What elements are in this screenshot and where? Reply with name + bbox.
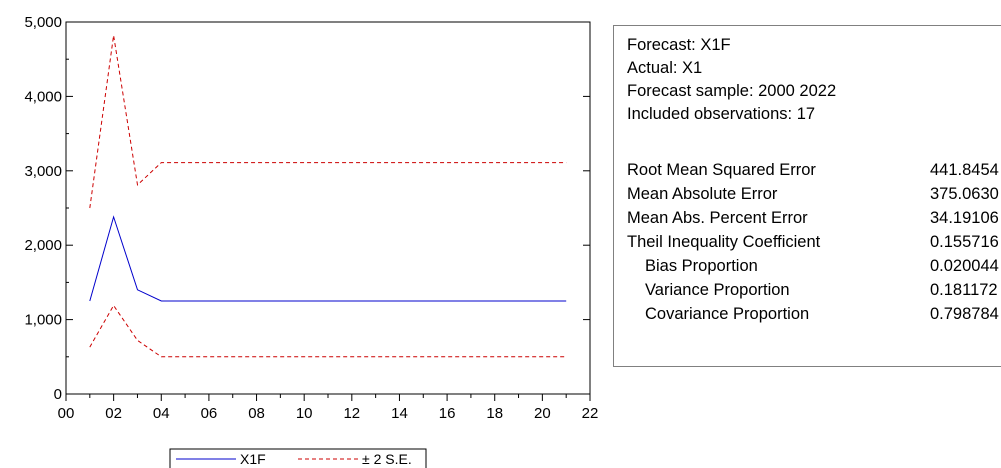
forecast-statistics-panel: Forecast: X1F Actual: X1 Forecast sample…	[613, 25, 1001, 367]
stat-value: 441.8454	[930, 161, 999, 179]
y-tick-label: 3,000	[24, 163, 62, 180]
stat-row-rmse: Root Mean Squared Error 441.8454	[627, 161, 1001, 185]
series-line-lower-band	[89, 304, 567, 358]
x-tick-label: 18	[486, 405, 503, 422]
stat-value: 34.19106	[930, 209, 999, 227]
x-tick-label: 22	[582, 405, 599, 422]
series-line-upper-band	[89, 35, 567, 209]
actual-name: Actual: X1	[627, 59, 703, 77]
stat-label: Bias Proportion	[645, 257, 758, 275]
x-tick-label: 20	[534, 405, 551, 422]
x-tick-label: 04	[153, 405, 170, 422]
stat-row-theil: Theil Inequality Coefficient 0.155716	[627, 233, 1001, 257]
forecast-chart: 0 1,000 2,000 3,000 4,000 5,000 00 02 04 06 08 10 1…	[24, 14, 599, 468]
plot-area	[65, 21, 591, 395]
stat-label: Variance Proportion	[645, 281, 790, 299]
stat-row-mape: Mean Abs. Percent Error 34.19106	[627, 209, 1001, 233]
x-tick-label: 10	[296, 405, 313, 422]
stat-label: Root Mean Squared Error	[627, 161, 816, 179]
stat-row-variance: Variance Proportion 0.181172	[627, 281, 1001, 305]
legend-label-se: ± 2 S.E.	[362, 451, 412, 467]
y-tick-label: 0	[54, 386, 62, 403]
included-observations: Included observations: 17	[627, 105, 816, 123]
stat-label: Mean Abs. Percent Error	[627, 209, 808, 227]
stat-value: 375.0630	[930, 185, 999, 203]
chart-legend: X1F ± 2 S.E.	[169, 448, 427, 468]
stat-label: Covariance Proportion	[645, 305, 810, 323]
stat-value: 0.155716	[930, 233, 999, 251]
stat-row-covariance: Covariance Proportion 0.798784	[627, 305, 1001, 329]
x-tick-label: 16	[439, 405, 456, 422]
x-tick-label: 14	[391, 405, 408, 422]
stat-value: 0.020044	[930, 257, 999, 275]
series-line-x1f	[89, 215, 567, 302]
x-tick-label: 08	[248, 405, 265, 422]
stat-row-mae: Mean Absolute Error 375.0630	[627, 185, 1001, 209]
forecast-sample: Forecast sample: 2000 2022	[627, 82, 837, 100]
x-tick-label: 06	[201, 405, 218, 422]
stat-label: Theil Inequality Coefficient	[627, 233, 821, 251]
y-tick-label: 4,000	[24, 88, 62, 105]
stat-value: 0.798784	[930, 305, 999, 323]
x-tick-label: 02	[105, 405, 122, 422]
y-tick-label: 5,000	[24, 14, 62, 31]
forecast-name: Forecast: X1F	[627, 36, 731, 54]
legend-label-x1f: X1F	[240, 451, 266, 467]
stat-row-bias: Bias Proportion 0.020044	[627, 257, 1001, 281]
y-tick-label: 2,000	[24, 237, 62, 254]
stat-label: Mean Absolute Error	[627, 185, 778, 203]
y-tick-label: 1,000	[24, 312, 62, 329]
stat-value: 0.181172	[930, 281, 998, 299]
x-tick-label: 12	[343, 405, 360, 422]
x-tick-label: 00	[58, 405, 75, 422]
